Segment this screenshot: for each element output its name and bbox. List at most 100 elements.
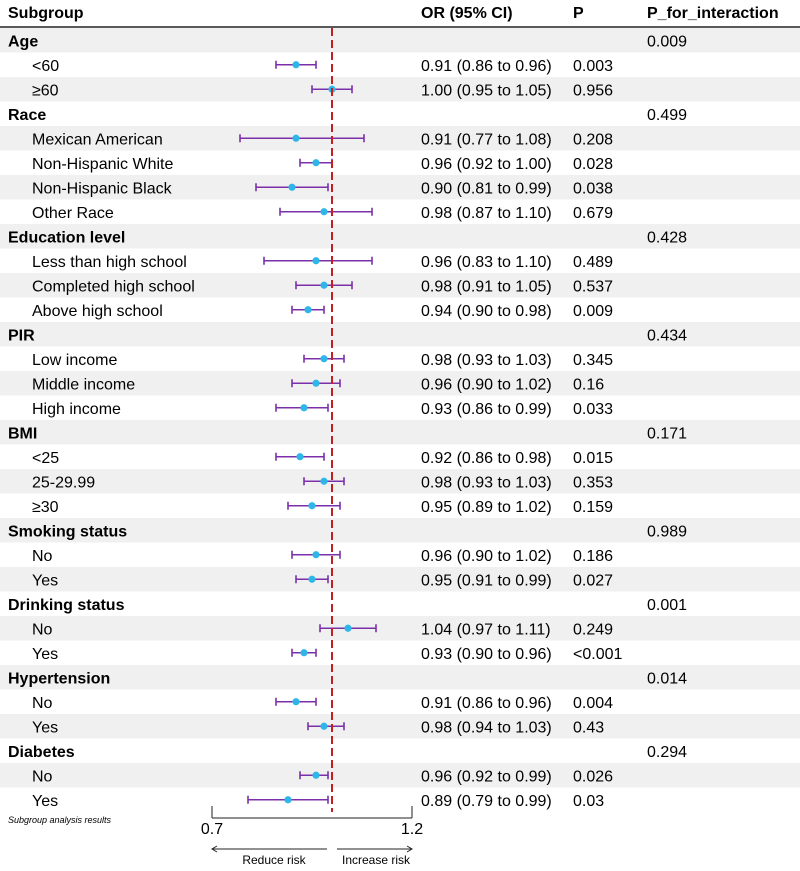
group-row: Race 0.499	[8, 107, 687, 124]
subgroup-label: ≥60	[32, 82, 59, 99]
or-ci-value: 0.96 (0.90 to 1.02)	[421, 376, 552, 393]
subgroup-label: Yes	[32, 572, 58, 589]
subgroup-label: Less than high school	[32, 254, 187, 271]
figure-caption: Subgroup analysis results	[8, 815, 112, 825]
p-value: 0.026	[573, 768, 613, 785]
or-point	[312, 159, 320, 167]
or-ci-value: 0.98 (0.91 to 1.05)	[421, 278, 552, 295]
subgroup-label: No	[32, 695, 53, 712]
p-value: 0.679	[573, 205, 613, 222]
row-shade	[0, 518, 800, 543]
row-shade	[0, 469, 800, 494]
or-ci-value: 0.95 (0.91 to 0.99)	[421, 572, 552, 589]
row-shade	[0, 616, 800, 641]
x-tick-label-max: 1.2	[401, 821, 423, 838]
group-row: Diabetes 0.294	[8, 744, 687, 761]
or-ci-value: 0.96 (0.90 to 1.02)	[421, 548, 552, 565]
or-ci-value: 1.04 (0.97 to 1.11)	[421, 621, 551, 638]
or-ci-value: 0.98 (0.93 to 1.03)	[421, 352, 552, 369]
or-point	[344, 624, 352, 632]
table-row: Non-Hispanic Black 0.90 (0.81 to 0.99) 0.0…	[32, 180, 613, 197]
ci-marks	[239, 60, 377, 804]
row-shade	[0, 175, 800, 200]
p-value: 0.956	[573, 82, 613, 99]
group-label: Age	[8, 33, 38, 50]
p-value: 0.028	[573, 156, 613, 173]
or-ci-value: 0.94 (0.90 to 0.98)	[421, 303, 552, 320]
or-ci-value: 0.93 (0.90 to 0.96)	[421, 646, 552, 663]
p-value: 0.159	[573, 499, 613, 516]
group-label: Education level	[8, 229, 125, 246]
or-point	[312, 771, 320, 779]
table-row: Yes 0.98 (0.94 to 1.03) 0.43	[32, 719, 604, 736]
table-rows: Age 0.009 <60 0.91 (0.86 to 0.96) 0.003 ≥60 1.…	[8, 33, 687, 810]
group-row: Age 0.009	[8, 33, 687, 50]
subgroup-label: Yes	[32, 719, 58, 736]
subgroup-label: ≥30	[32, 499, 59, 516]
subgroup-label: Non-Hispanic Black	[32, 180, 173, 197]
subgroup-label: Mexican American	[32, 131, 163, 148]
p-value: 0.537	[573, 278, 613, 295]
or-ci-value: 0.93 (0.86 to 0.99)	[421, 401, 552, 418]
row-shade	[0, 371, 800, 396]
or-point	[300, 649, 308, 657]
p-interaction-value: 0.434	[647, 327, 687, 344]
table-row: Yes 0.89 (0.79 to 0.99) 0.03	[32, 793, 604, 810]
or-ci-value: 0.98 (0.94 to 1.03)	[421, 719, 552, 736]
or-ci-value: 0.92 (0.86 to 0.98)	[421, 450, 552, 467]
subgroup-label: Yes	[32, 793, 58, 810]
or-ci-value: 0.98 (0.87 to 1.10)	[421, 205, 552, 222]
table-row: Mexican American 0.91 (0.77 to 1.08) 0.208	[32, 131, 613, 148]
group-label: Hypertension	[8, 670, 110, 687]
risk-direction-legend: Reduce risk Increase risk	[211, 845, 413, 867]
header-row: Subgroup OR (95% CI) P P_for_interaction	[8, 5, 779, 22]
p-value: 0.345	[573, 352, 613, 369]
increase-risk-arrowhead	[406, 845, 413, 853]
table-row: Less than high school 0.96 (0.83 to 1.10)…	[32, 254, 613, 271]
p-interaction-value: 0.294	[647, 744, 687, 761]
header-p: P	[573, 5, 584, 22]
p-interaction-value: 0.989	[647, 523, 687, 540]
p-value: 0.027	[573, 572, 613, 589]
subgroup-label: Yes	[32, 646, 58, 663]
p-value: 0.43	[573, 719, 604, 736]
group-row: BMI 0.171	[8, 425, 687, 442]
or-point	[320, 281, 328, 289]
p-value: 0.003	[573, 58, 613, 75]
x-tick-label-min: 0.7	[201, 821, 223, 838]
row-shade	[0, 665, 800, 690]
row-shade	[0, 714, 800, 739]
p-interaction-value: 0.001	[647, 597, 687, 614]
or-ci-value: 0.96 (0.92 to 0.99)	[421, 768, 552, 785]
or-point	[320, 722, 328, 730]
row-shade	[0, 420, 800, 445]
header-p-interaction: P_for_interaction	[647, 5, 779, 22]
or-ci-value: 0.90 (0.81 to 0.99)	[421, 180, 552, 197]
table-row: No 0.96 (0.92 to 0.99) 0.026	[32, 768, 613, 785]
or-point	[292, 698, 300, 706]
or-point	[296, 453, 304, 461]
subgroup-label: <60	[32, 58, 59, 75]
row-shade	[0, 28, 800, 53]
or-ci-value: 0.98 (0.93 to 1.03)	[421, 474, 552, 491]
x-axis: 0.7 1.2	[201, 806, 423, 838]
or-ci-value: 0.95 (0.89 to 1.02)	[421, 499, 552, 516]
subgroup-label: Above high school	[32, 303, 163, 320]
or-point	[312, 257, 320, 265]
p-value: 0.186	[573, 548, 613, 565]
table-row: ≥60 1.00 (0.95 to 1.05) 0.956	[32, 82, 613, 99]
subgroup-label: Non-Hispanic White	[32, 156, 173, 173]
reduce-risk-arrowhead	[211, 845, 218, 853]
subgroup-label: Other Race	[32, 205, 114, 222]
or-point	[304, 306, 312, 314]
table-row: <25 0.92 (0.86 to 0.98) 0.015	[32, 450, 613, 467]
or-point	[308, 575, 316, 583]
p-interaction-value: 0.009	[647, 33, 687, 50]
group-label: Diabetes	[8, 744, 75, 761]
group-row: PIR 0.434	[8, 327, 687, 344]
table-row: High income 0.93 (0.86 to 0.99) 0.033	[32, 401, 613, 418]
group-row: Drinking status 0.001	[8, 597, 687, 614]
increase-risk-label: Increase risk	[342, 853, 411, 867]
